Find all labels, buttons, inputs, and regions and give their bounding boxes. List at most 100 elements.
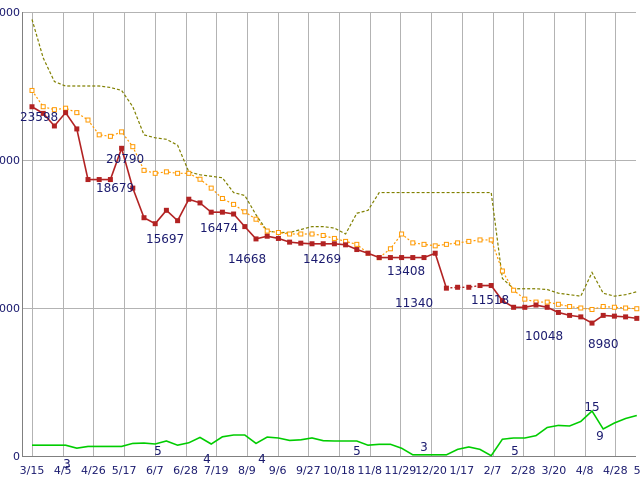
x-axis-tick-labels: 3/15 4/5 4/26 5/17 6/7 6/28 7/19 8/9 9/6 9/27 10/1…: [20, 464, 640, 477]
price-data-label: 15697: [146, 232, 184, 246]
volume-data-label: 5: [353, 444, 361, 458]
series-marker: [107, 133, 113, 139]
price-data-label: 11518: [471, 293, 509, 307]
series-marker: [578, 305, 584, 311]
volume-data-label: 5: [511, 444, 519, 458]
series-marker: [298, 240, 304, 246]
series-marker: [634, 315, 640, 321]
series-marker: [499, 298, 505, 304]
series-marker: [51, 107, 57, 113]
volume-data-label: 3: [420, 440, 428, 454]
series-marker: [410, 255, 416, 261]
x-axis-tick-label: 4/28: [603, 464, 628, 477]
x-axis-tick-label: 2/28: [511, 464, 536, 477]
series-marker: [163, 169, 169, 175]
series-marker: [522, 296, 528, 302]
x-axis-tick-label: 5/17: [112, 464, 137, 477]
series-marker: [287, 231, 293, 237]
series-marker: [320, 241, 326, 247]
price-data-label: 23598: [20, 110, 58, 124]
x-axis-tick-label: 4/26: [81, 464, 106, 477]
series-marker: [387, 255, 393, 261]
series-marker: [511, 287, 517, 293]
series-marker: [578, 314, 584, 320]
series-marker: [287, 239, 293, 245]
series-marker: [466, 238, 472, 244]
series-price-line: [29, 104, 640, 326]
series-marker: [634, 306, 640, 312]
series-marker: [331, 241, 337, 247]
series-marker: [152, 221, 158, 227]
series-marker: [275, 230, 281, 236]
x-axis-tick-label: 4/5: [54, 464, 72, 477]
series-marker: [488, 237, 494, 243]
series-marker: [231, 211, 237, 217]
series-marker: [399, 231, 405, 237]
series-marker: [253, 216, 259, 222]
series-marker: [152, 170, 158, 176]
series-marker: [186, 196, 192, 202]
x-axis-tick-label: 4/8: [576, 464, 594, 477]
series-marker: [197, 176, 203, 182]
series-marker: [253, 236, 259, 242]
series-marker: [399, 255, 405, 261]
series-marker: [51, 123, 57, 129]
series-marker: [466, 284, 472, 290]
series-marker: [623, 314, 629, 320]
series-marker: [141, 167, 147, 173]
x-axis-tick-label: 9/27: [296, 464, 321, 477]
x-axis-tick-label: 7/19: [204, 464, 229, 477]
series-marker: [85, 117, 91, 123]
series-marker: [119, 129, 125, 135]
volume-data-label: 4: [258, 452, 266, 466]
volume-path: [32, 409, 638, 457]
series-marker: [197, 200, 203, 206]
series-marker: [567, 304, 573, 310]
y-axis-tick-label: 10000: [0, 302, 20, 315]
x-axis-tick-label: 11/8: [357, 464, 382, 477]
x-axis-tick-label: 11/29: [385, 464, 417, 477]
series-marker: [186, 170, 192, 176]
series-marker: [298, 231, 304, 237]
series-marker: [175, 218, 181, 224]
series-marker: [623, 305, 629, 311]
series-marker: [29, 87, 35, 93]
series-marker: [242, 224, 248, 230]
series-marker: [477, 237, 483, 243]
series-marker: [309, 241, 315, 247]
series-marker: [264, 228, 270, 234]
series-marker: [242, 209, 248, 215]
x-axis-tick-label: 3/20: [542, 464, 567, 477]
series-marker: [219, 195, 225, 201]
y-axis-tick-labels: 0 10000 20000 30000: [0, 6, 20, 463]
x-axis-tick-label: 12/20: [415, 464, 447, 477]
x-axis-tick-label: 2/7: [484, 464, 502, 477]
x-axis-tick-label: 3/15: [20, 464, 45, 477]
series-marker: [130, 144, 136, 150]
series-marker: [499, 268, 505, 274]
y-axis-tick-label: 0: [13, 450, 20, 463]
series-marker: [85, 177, 91, 183]
series-marker: [421, 255, 427, 261]
series-marker: [600, 304, 606, 310]
series-marker: [208, 185, 214, 191]
series-marker: [130, 185, 136, 191]
series-marker: [264, 233, 270, 239]
series-volume-line: [32, 409, 638, 457]
y-axis-tick-label: 20000: [0, 154, 20, 167]
series-marker: [175, 170, 181, 176]
price-data-label: 13408: [387, 264, 425, 278]
series-marker: [477, 283, 483, 289]
series-marker: [611, 313, 617, 319]
series-marker: [387, 246, 393, 252]
series-marker: [219, 209, 225, 215]
price-data-label: 11340: [395, 296, 433, 310]
series-marker: [275, 235, 281, 241]
volume-data-label: 5: [154, 444, 162, 458]
series-marker: [343, 242, 349, 248]
series-marker: [63, 110, 69, 116]
series-marker: [544, 299, 550, 305]
gridlines-group: [22, 12, 636, 457]
series-marker: [555, 301, 561, 307]
